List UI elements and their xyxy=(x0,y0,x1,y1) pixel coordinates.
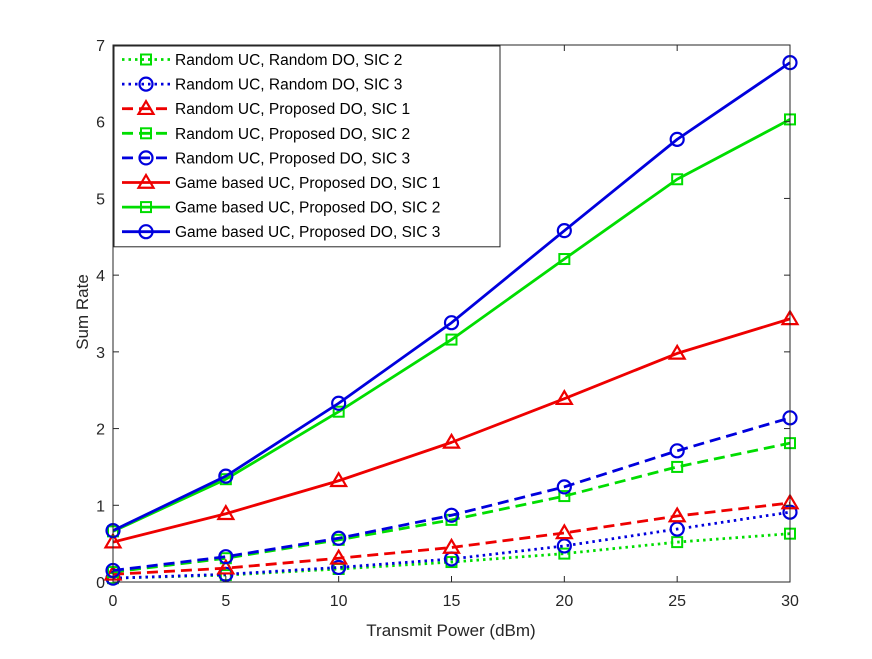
x-tick-label: 30 xyxy=(781,593,799,610)
data-point-s6-p2 xyxy=(216,504,236,521)
data-point-s1-p6 xyxy=(671,536,684,549)
series-line-7 xyxy=(112,118,791,533)
legend-label: Random UC, Proposed DO, SIC 3 xyxy=(175,150,410,167)
legend-label: Random UC, Proposed DO, SIC 2 xyxy=(175,126,410,143)
series-8 xyxy=(105,55,798,539)
series-line-3 xyxy=(112,501,791,576)
series-3 xyxy=(103,493,800,581)
legend-swatch-marker xyxy=(140,127,152,140)
data-point-s5-p3 xyxy=(331,530,347,546)
data-point-s3-p5 xyxy=(554,523,574,540)
data-point-s6-p6 xyxy=(667,343,687,360)
data-point-s7-p3 xyxy=(332,405,345,418)
legend-entry-8: Game based UC, Proposed DO, SIC 3 xyxy=(122,224,440,241)
x-axis-label: Transmit Power (dBm) xyxy=(366,621,535,640)
legend-swatch-marker xyxy=(138,150,154,166)
data-point-s5-p4 xyxy=(443,507,460,523)
data-point-s2-p3 xyxy=(331,559,347,576)
data-point-s3-p3 xyxy=(329,548,349,565)
data-point-s6-p3 xyxy=(329,471,349,488)
x-tick-label: 5 xyxy=(221,593,230,610)
data-point-s5-p6 xyxy=(669,443,685,459)
data-point-s7-p6 xyxy=(671,173,684,186)
data-point-s1-p5 xyxy=(558,547,571,560)
series-line-5 xyxy=(112,416,791,572)
data-point-s5-p2 xyxy=(218,549,234,565)
data-point-s8-p5 xyxy=(556,223,572,239)
y-tick-label: 7 xyxy=(96,38,105,55)
legend-swatch-marker xyxy=(136,172,156,189)
legend: Random UC, Random DO, SIC 2 Random UC, Ra… xyxy=(113,45,501,248)
data-point-s3-p6 xyxy=(667,506,687,523)
legend-label: Game based UC, Proposed DO, SIC 2 xyxy=(175,200,440,217)
axes-layer: 0 5 10 15 20 25 30 0 1 2 3 4 5 6 7 xyxy=(96,38,799,610)
legend-swatch-marker xyxy=(138,76,154,92)
y-tick-label: 1 xyxy=(96,498,105,515)
legend-entry-6: Game based UC, Proposed DO, SIC 1 xyxy=(122,172,440,192)
data-point-s4-p5 xyxy=(558,490,571,503)
data-point-s8-p6 xyxy=(669,131,685,147)
legend-label: Random UC, Random DO, SIC 3 xyxy=(175,77,402,94)
legend-entry-2: Random UC, Random DO, SIC 3 xyxy=(122,76,402,94)
x-tick-label: 15 xyxy=(443,593,461,610)
data-point-s8-p4 xyxy=(443,315,460,331)
data-point-s2-p5 xyxy=(556,538,572,554)
y-axis-label: Sum Rate xyxy=(73,274,92,350)
data-point-s8-p3 xyxy=(331,395,347,411)
series-line-4 xyxy=(112,441,791,574)
x-tick-label: 10 xyxy=(330,593,348,610)
series-line-6 xyxy=(112,317,791,544)
y-tick-label: 3 xyxy=(96,345,105,362)
y-tick-label: 4 xyxy=(96,268,105,285)
data-point-s2-p6 xyxy=(669,521,685,537)
legend-entry-7: Game based UC, Proposed DO, SIC 2 xyxy=(122,200,440,217)
legend-swatch-marker xyxy=(140,53,152,66)
y-tick-label: 0 xyxy=(96,575,105,592)
data-point-s6-p5 xyxy=(554,388,574,406)
legend-label: Game based UC, Proposed DO, SIC 3 xyxy=(175,224,440,241)
legend-swatch-marker xyxy=(136,99,156,116)
x-tick-label: 0 xyxy=(109,593,118,610)
legend-entry-3: Random UC, Proposed DO, SIC 1 xyxy=(122,99,410,118)
data-point-s8-p2 xyxy=(218,468,234,484)
x-tick-label: 20 xyxy=(555,593,573,610)
legend-label: Random UC, Proposed DO, SIC 1 xyxy=(175,101,410,118)
y-tick-label: 5 xyxy=(96,191,105,208)
data-point-s4-p6 xyxy=(671,460,684,473)
legend-entry-1: Random UC, Random DO, SIC 2 xyxy=(122,52,402,69)
series-layer xyxy=(103,55,800,586)
data-point-s3-p4 xyxy=(442,537,461,554)
legend-entry-4: Random UC, Proposed DO, SIC 2 xyxy=(122,126,410,143)
y-tick-label: 6 xyxy=(96,115,105,132)
data-point-s7-p4 xyxy=(445,333,458,346)
legend-label: Random UC, Random DO, SIC 2 xyxy=(175,52,402,69)
data-point-s6-p4 xyxy=(442,432,461,449)
data-point-s7-p5 xyxy=(558,253,571,266)
series-line-8 xyxy=(112,61,791,532)
legend-label: Game based UC, Proposed DO, SIC 1 xyxy=(175,175,440,192)
data-point-s5-p5 xyxy=(556,479,572,495)
x-tick-label: 25 xyxy=(668,593,686,610)
legend-swatch-marker xyxy=(138,224,154,240)
legend-swatch-marker xyxy=(140,201,152,214)
legend-entry-5: Random UC, Proposed DO, SIC 3 xyxy=(122,150,410,167)
y-tick-label: 2 xyxy=(96,422,105,439)
legend-box xyxy=(113,45,501,248)
data-point-s3-p2 xyxy=(216,558,236,575)
